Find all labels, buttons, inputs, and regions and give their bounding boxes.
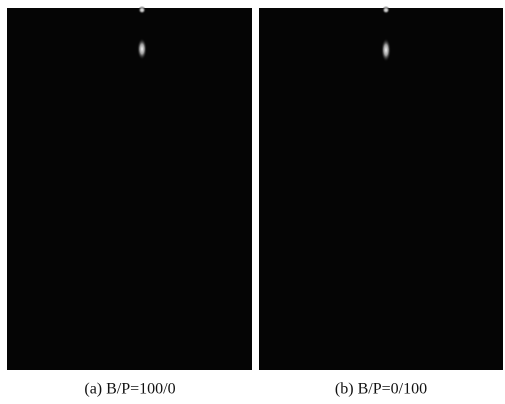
caption: (b) B/P=0/100 [335, 381, 427, 398]
flame-top [382, 6, 390, 14]
caption: (a) B/P=100/0 [84, 381, 175, 398]
figure: (a) B/P=100/0 (b) B/P=0/100 [0, 0, 505, 404]
photo [259, 8, 503, 370]
flame-spot [381, 38, 391, 62]
photo [7, 8, 252, 370]
flame-top [138, 6, 146, 14]
panel-a: (a) B/P=100/0 [7, 6, 252, 398]
flame-spot [137, 38, 147, 60]
page: (a) B/P=100/0 (b) B/P=0/100 (() => { con… [0, 0, 505, 404]
panel-b: (b) B/P=0/100 [259, 6, 503, 398]
